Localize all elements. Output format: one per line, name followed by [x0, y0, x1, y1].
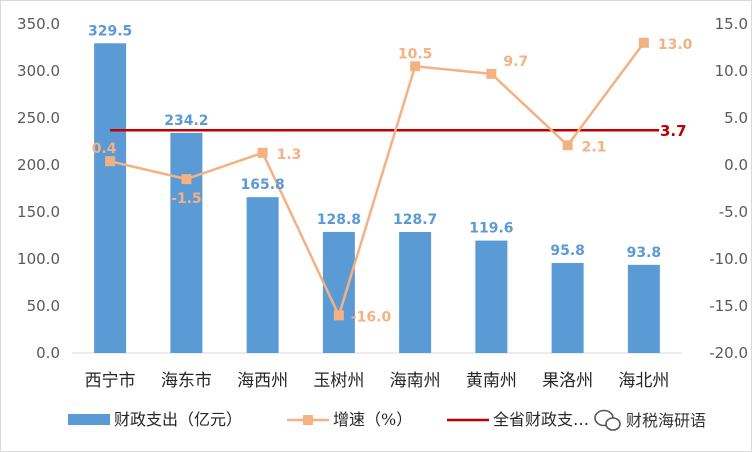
x-tick-label: 果洛州: [542, 371, 593, 391]
line-data-label: -1.5: [171, 191, 202, 207]
growth-marker: [333, 310, 344, 321]
growth-marker: [257, 147, 268, 158]
line-data-label: 1.3: [277, 147, 302, 163]
y-right-tick-label: 15.0: [715, 15, 748, 33]
y-left-tick-label: 50.0: [27, 297, 60, 315]
growth-marker: [181, 174, 192, 185]
bar-data-label: 93.8: [627, 245, 662, 261]
x-tick-label: 海东市: [161, 371, 212, 391]
bar: [94, 43, 127, 354]
growth-marker: [105, 156, 116, 167]
growth-marker: [638, 37, 649, 48]
bar-data-label: 128.7: [393, 212, 437, 228]
y-left-tick-label: 0.0: [36, 344, 60, 362]
line-data-label: 2.1: [582, 139, 607, 155]
growth-marker: [562, 140, 573, 151]
growth-marker: [410, 61, 421, 72]
bar-data-label: 128.8: [317, 212, 361, 228]
x-tick-label: 海南州: [390, 371, 441, 391]
legend-label-bar: 财政支出（亿元）: [114, 410, 242, 429]
x-tick-label: 玉树州: [313, 371, 364, 391]
legend-label-reference: 全省财政支…: [493, 410, 589, 429]
wechat-icon-small-bubble: [605, 417, 621, 431]
y-left-tick-label: 350.0: [17, 15, 60, 33]
bar: [399, 232, 432, 353]
y-right-tick-label: -10.0: [709, 250, 748, 268]
line-data-label: 13.0: [658, 37, 693, 53]
bar-data-label: 329.5: [88, 23, 132, 39]
x-tick-label: 黄南州: [466, 371, 517, 391]
growth-marker: [486, 68, 497, 79]
growth-line: [109, 42, 645, 319]
y-right-tick-label: -20.0: [709, 344, 748, 362]
line-data-label: 10.5: [398, 46, 433, 62]
y-right-tick-label: 10.0: [715, 62, 748, 80]
line-data-label: 0.4: [92, 141, 117, 157]
y-left-tick-label: 200.0: [17, 156, 60, 174]
y-left-tick-label: 300.0: [17, 62, 60, 80]
legend-swatch-bar: [68, 414, 110, 425]
y-left-tick-label: 150.0: [17, 203, 60, 221]
x-tick-label: 西宁市: [85, 371, 136, 391]
x-tick-label: 海北州: [618, 371, 669, 391]
y-right-tick-label: -15.0: [709, 297, 748, 315]
legend-swatch-marker: [303, 415, 313, 425]
y-left-tick-label: 250.0: [17, 109, 60, 127]
bar-data-label: 165.8: [240, 177, 284, 193]
watermark-text: 财税海研语: [626, 411, 706, 430]
reference-line-label: 3.7: [660, 122, 687, 140]
line-data-label: 9.7: [503, 54, 528, 70]
bar: [551, 262, 584, 353]
bar-data-label: 119.6: [469, 221, 513, 237]
bar-data-label: 234.2: [164, 113, 208, 129]
y-right-tick-label: 0.0: [724, 156, 748, 174]
x-tick-label: 海西州: [237, 371, 288, 391]
y-right-tick-label: 5.0: [724, 109, 748, 127]
bar: [170, 132, 203, 353]
line-data-label: -16.0: [351, 309, 392, 325]
bar: [246, 197, 279, 353]
y-right-tick-label: -5.0: [719, 203, 748, 221]
bar: [475, 240, 508, 353]
bar: [627, 264, 660, 353]
bar-data-label: 95.8: [550, 243, 585, 259]
legend-label-line: 增速（%）: [333, 410, 412, 429]
y-left-tick-label: 100.0: [17, 250, 60, 268]
